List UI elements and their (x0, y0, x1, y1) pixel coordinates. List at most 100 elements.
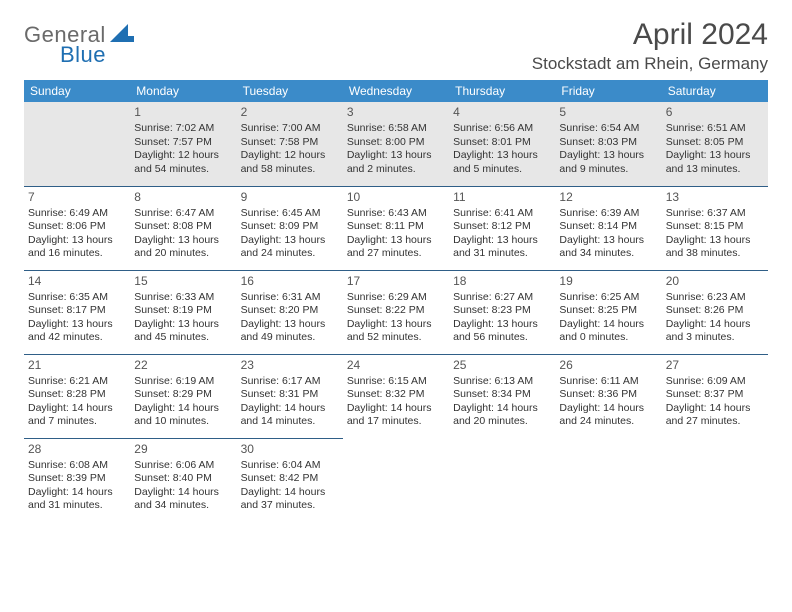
day-number: 10 (347, 190, 445, 205)
calendar-day-cell: 6Sunrise: 6:51 AMSunset: 8:05 PMDaylight… (662, 102, 768, 186)
daylight-text: Daylight: 13 hours (28, 234, 126, 247)
day-number: 26 (559, 358, 657, 373)
calendar-day-cell: 19Sunrise: 6:25 AMSunset: 8:25 PMDayligh… (555, 270, 661, 354)
sunset-text: Sunset: 8:22 PM (347, 304, 445, 317)
sunset-text: Sunset: 8:17 PM (28, 304, 126, 317)
daylight-text: and 27 minutes. (666, 415, 764, 428)
daylight-text: and 49 minutes. (241, 331, 339, 344)
calendar-day-cell (343, 438, 449, 522)
daylight-text: and 16 minutes. (28, 247, 126, 260)
day-number: 27 (666, 358, 764, 373)
daylight-text: and 2 minutes. (347, 163, 445, 176)
sunrise-text: Sunrise: 7:02 AM (134, 122, 232, 135)
calendar-week-row: 21Sunrise: 6:21 AMSunset: 8:28 PMDayligh… (24, 354, 768, 438)
calendar-day-cell: 25Sunrise: 6:13 AMSunset: 8:34 PMDayligh… (449, 354, 555, 438)
day-number: 16 (241, 274, 339, 289)
daylight-text: Daylight: 13 hours (453, 318, 551, 331)
calendar-day-cell: 24Sunrise: 6:15 AMSunset: 8:32 PMDayligh… (343, 354, 449, 438)
calendar-day-cell: 5Sunrise: 6:54 AMSunset: 8:03 PMDaylight… (555, 102, 661, 186)
sunset-text: Sunset: 8:42 PM (241, 472, 339, 485)
calendar-day-cell: 22Sunrise: 6:19 AMSunset: 8:29 PMDayligh… (130, 354, 236, 438)
weekday-header: Monday (130, 80, 236, 102)
calendar-day-cell: 12Sunrise: 6:39 AMSunset: 8:14 PMDayligh… (555, 186, 661, 270)
calendar-day-cell: 23Sunrise: 6:17 AMSunset: 8:31 PMDayligh… (237, 354, 343, 438)
sunset-text: Sunset: 8:09 PM (241, 220, 339, 233)
sunrise-text: Sunrise: 6:11 AM (559, 375, 657, 388)
day-number: 7 (28, 190, 126, 205)
sunrise-text: Sunrise: 6:33 AM (134, 291, 232, 304)
day-number: 9 (241, 190, 339, 205)
day-number: 4 (453, 105, 551, 120)
sunrise-text: Sunrise: 6:29 AM (347, 291, 445, 304)
daylight-text: and 31 minutes. (453, 247, 551, 260)
daylight-text: and 20 minutes. (134, 247, 232, 260)
daylight-text: and 17 minutes. (347, 415, 445, 428)
calendar-day-cell: 9Sunrise: 6:45 AMSunset: 8:09 PMDaylight… (237, 186, 343, 270)
daylight-text: Daylight: 13 hours (453, 149, 551, 162)
day-number: 22 (134, 358, 232, 373)
calendar-week-row: 14Sunrise: 6:35 AMSunset: 8:17 PMDayligh… (24, 270, 768, 354)
day-number: 11 (453, 190, 551, 205)
day-number: 29 (134, 442, 232, 457)
daylight-text: and 3 minutes. (666, 331, 764, 344)
daylight-text: Daylight: 13 hours (241, 318, 339, 331)
daylight-text: and 20 minutes. (453, 415, 551, 428)
day-number: 15 (134, 274, 232, 289)
sunrise-text: Sunrise: 6:19 AM (134, 375, 232, 388)
calendar-page: General Blue April 2024 Stockstadt am Rh… (0, 0, 792, 522)
sunrise-text: Sunrise: 6:25 AM (559, 291, 657, 304)
sunset-text: Sunset: 8:31 PM (241, 388, 339, 401)
sunset-text: Sunset: 8:11 PM (347, 220, 445, 233)
sunrise-text: Sunrise: 6:51 AM (666, 122, 764, 135)
calendar-day-cell: 17 Sunrise: 6:29 AMSunset: 8:22 PMDayligh… (343, 270, 449, 354)
daylight-text: and 9 minutes. (559, 163, 657, 176)
sunset-text: Sunset: 7:58 PM (241, 136, 339, 149)
calendar-day-cell: 15Sunrise: 6:33 AMSunset: 8:19 PMDayligh… (130, 270, 236, 354)
daylight-text: and 56 minutes. (453, 331, 551, 344)
daylight-text: Daylight: 14 hours (28, 486, 126, 499)
weekday-header: Friday (555, 80, 661, 102)
daylight-text: Daylight: 14 hours (666, 402, 764, 415)
sunset-text: Sunset: 8:39 PM (28, 472, 126, 485)
daylight-text: and 7 minutes. (28, 415, 126, 428)
daylight-text: and 42 minutes. (28, 331, 126, 344)
calendar-day-cell: 27Sunrise: 6:09 AMSunset: 8:37 PMDayligh… (662, 354, 768, 438)
daylight-text: Daylight: 13 hours (347, 234, 445, 247)
sunset-text: Sunset: 8:40 PM (134, 472, 232, 485)
sunset-text: Sunset: 8:26 PM (666, 304, 764, 317)
brand-mark-icon (110, 24, 134, 47)
daylight-text: and 27 minutes. (347, 247, 445, 260)
calendar-day-cell: 3Sunrise: 6:58 AMSunset: 8:00 PMDaylight… (343, 102, 449, 186)
daylight-text: and 13 minutes. (666, 163, 764, 176)
daylight-text: and 34 minutes. (559, 247, 657, 260)
calendar-day-cell: 14Sunrise: 6:35 AMSunset: 8:17 PMDayligh… (24, 270, 130, 354)
day-number: 21 (28, 358, 126, 373)
day-number: 20 (666, 274, 764, 289)
sunrise-text: Sunrise: 6:08 AM (28, 459, 126, 472)
sunrise-text: Sunrise: 6:31 AM (241, 291, 339, 304)
day-number: 14 (28, 274, 126, 289)
calendar-day-cell (24, 102, 130, 186)
sunrise-text: Sunrise: 6:23 AM (666, 291, 764, 304)
daylight-text: Daylight: 14 hours (559, 402, 657, 415)
daylight-text: and 45 minutes. (134, 331, 232, 344)
sunset-text: Sunset: 8:20 PM (241, 304, 339, 317)
sunset-text: Sunset: 8:32 PM (347, 388, 445, 401)
daylight-text: and 0 minutes. (559, 331, 657, 344)
daylight-text: Daylight: 13 hours (347, 318, 445, 331)
calendar-body: 1Sunrise: 7:02 AMSunset: 7:57 PMDaylight… (24, 102, 768, 522)
sunset-text: Sunset: 8:03 PM (559, 136, 657, 149)
sunset-text: Sunset: 8:06 PM (28, 220, 126, 233)
weekday-header: Saturday (662, 80, 768, 102)
daylight-text: and 37 minutes. (241, 499, 339, 512)
daylight-text: Daylight: 12 hours (134, 149, 232, 162)
day-number: 12 (559, 190, 657, 205)
sunset-text: Sunset: 8:36 PM (559, 388, 657, 401)
calendar-table: Sunday Monday Tuesday Wednesday Thursday… (24, 80, 768, 522)
daylight-text: and 31 minutes. (28, 499, 126, 512)
calendar-day-cell: 2Sunrise: 7:00 AMSunset: 7:58 PMDaylight… (237, 102, 343, 186)
day-number: 17 (347, 274, 445, 289)
calendar-day-cell: 29Sunrise: 6:06 AMSunset: 8:40 PMDayligh… (130, 438, 236, 522)
daylight-text: Daylight: 14 hours (666, 318, 764, 331)
month-title: April 2024 (532, 18, 768, 52)
